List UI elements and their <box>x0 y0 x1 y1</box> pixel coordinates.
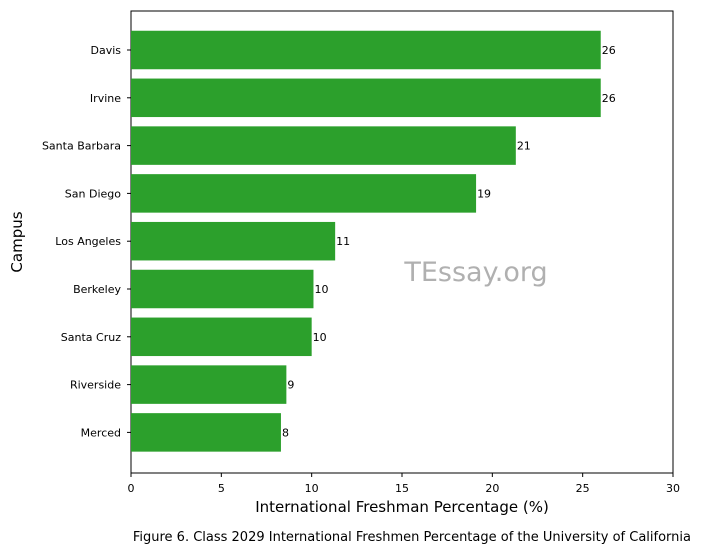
bar-riverside <box>131 365 287 404</box>
y-tick-label-irvine: Irvine <box>90 92 121 105</box>
value-label-san-diego: 19 <box>477 187 491 200</box>
x-tick-label-20: 20 <box>485 482 499 495</box>
y-axis-ticks: Davis Irvine Santa Barbara San Diego Los Ang… <box>42 44 131 439</box>
y-tick-label-riverside: Riverside <box>70 379 121 392</box>
bar-los-angeles <box>131 221 336 261</box>
x-tick-label-25: 25 <box>576 482 590 495</box>
x-tick-label-15: 15 <box>395 482 409 495</box>
x-tick-label-5: 5 <box>218 482 225 495</box>
bar-san-diego <box>131 174 477 213</box>
x-tick-label-10: 10 <box>305 482 319 495</box>
watermark-text: TEssay.org <box>403 257 547 288</box>
bar-berkeley <box>131 269 314 309</box>
value-label-los-angeles: 11 <box>336 235 350 248</box>
y-tick-label-merced: Merced <box>81 426 121 439</box>
figure-caption: Figure 6. Class 2029 International Fresh… <box>0 530 701 545</box>
x-axis-ticks: 0 5 10 15 20 25 30 <box>128 473 680 495</box>
value-labels-group: 26 26 21 19 11 10 10 9 8 <box>282 44 616 439</box>
bar-santa-barbara <box>131 126 516 165</box>
figure-caption-text: Figure 6. Class 2029 International Fresh… <box>132 530 691 545</box>
value-label-davis: 26 <box>602 44 616 57</box>
y-tick-label-davis: Davis <box>90 44 121 57</box>
bar-santa-cruz <box>131 317 312 357</box>
bars-group <box>131 30 601 452</box>
bar-irvine <box>131 78 601 118</box>
bar-davis <box>131 30 601 70</box>
y-tick-label-san-diego: San Diego <box>65 187 121 200</box>
y-tick-label-santa-cruz: Santa Cruz <box>61 331 121 344</box>
x-tick-label-30: 30 <box>666 482 680 495</box>
value-label-merced: 8 <box>282 426 289 439</box>
value-label-irvine: 26 <box>602 92 616 105</box>
y-tick-label-berkeley: Berkeley <box>73 283 121 296</box>
y-axis-title: Campus <box>8 211 26 272</box>
x-tick-label-0: 0 <box>128 482 135 495</box>
y-tick-label-santa-barbara: Santa Barbara <box>42 140 121 153</box>
value-label-riverside: 9 <box>287 379 294 392</box>
value-label-santa-barbara: 21 <box>517 140 531 153</box>
y-tick-label-los-angeles: Los Angeles <box>55 235 121 248</box>
value-label-berkeley: 10 <box>314 283 328 296</box>
x-axis-title: International Freshman Percentage (%) <box>255 498 549 516</box>
value-label-santa-cruz: 10 <box>313 331 327 344</box>
bar-merced <box>131 413 281 452</box>
